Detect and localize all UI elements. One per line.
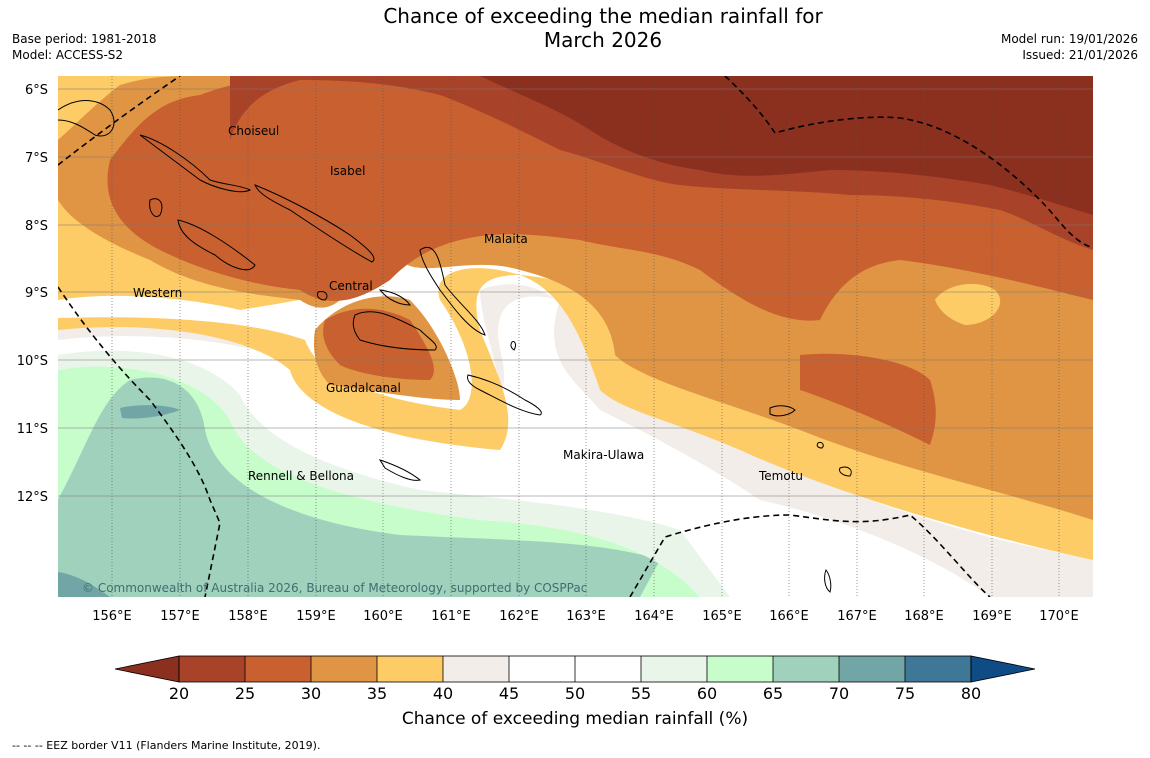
model-info: Base period: 1981-2018 Model: ACCESS-S2 [12, 31, 157, 63]
lon-label: 160°E [363, 609, 403, 624]
eez-border [58, 76, 1093, 597]
lat-label: 12°S [17, 490, 48, 505]
lat-label: 8°S [25, 219, 48, 234]
lon-label: 165°E [702, 609, 742, 624]
colorbar-swatch [377, 656, 443, 682]
lon-label: 166°E [769, 609, 809, 624]
colorbar-swatch [575, 656, 641, 682]
probability-fill [58, 76, 1093, 597]
colorbar-tick-label: 80 [961, 684, 981, 700]
footnote: -- -- -- EEZ border V11 (Flanders Marine… [12, 739, 321, 752]
lon-label: 167°E [837, 609, 877, 624]
title-line-1: Chance of exceeding the median rainfall … [383, 4, 823, 28]
colorbar-tick-label: 35 [367, 684, 387, 700]
region-label: Rennell & Bellona [248, 469, 354, 483]
title-line-2: March 2026 [543, 28, 663, 52]
colorbar-tick-label: 75 [895, 684, 915, 700]
region-label: Central [329, 279, 373, 293]
lon-label: 156°E [92, 609, 132, 624]
colorbar-tick-label: 25 [235, 684, 255, 700]
chart-title: Chance of exceeding the median rainfall … [300, 4, 906, 52]
colorbar-title: Chance of exceeding median rainfall (%) [401, 709, 749, 729]
colorbar-tick-label: 60 [697, 684, 717, 700]
colorbar-tick-label: 40 [433, 684, 453, 700]
region-label: Choiseul [228, 124, 279, 138]
colorbar-swatch [905, 656, 971, 682]
colorbar-swatch [707, 656, 773, 682]
lat-label: 7°S [25, 151, 48, 166]
lon-label: 164°E [634, 609, 674, 624]
region-label: Temotu [758, 469, 803, 483]
colorbar: 20 25 30 35 40 45 50 55 60 65 70 75 80 [114, 655, 1036, 700]
region-label: Isabel [330, 164, 365, 178]
lon-label: 158°E [228, 609, 268, 624]
region-labels: Choiseul Isabel Malaita Central Western Guada… [133, 124, 803, 483]
colorbar-tick-label: 70 [829, 684, 849, 700]
model-run: Model run: 19/01/2026 [1000, 32, 1138, 46]
lon-label: 163°E [566, 609, 606, 624]
lon-label: 161°E [431, 609, 471, 624]
lon-label: 170°E [1039, 609, 1079, 624]
lon-label: 159°E [296, 609, 336, 624]
lat-label: 9°S [25, 286, 48, 301]
lon-label: 168°E [904, 609, 944, 624]
region-label: Makira-Ulawa [563, 448, 644, 462]
colorbar-swatch [443, 656, 509, 682]
issued-date: Issued: 21/01/2026 [1022, 48, 1138, 62]
latitude-lines [58, 88, 1093, 497]
run-info: Model run: 19/01/2026 Issued: 21/01/2026 [1001, 31, 1138, 63]
lat-label: 6°S [25, 83, 48, 98]
colorbar-tick-label: 55 [631, 684, 651, 700]
colorbar-swatch [773, 656, 839, 682]
colorbar-swatch [311, 656, 377, 682]
region-label: Malaita [484, 232, 528, 246]
colorbar-tick-label: 65 [763, 684, 783, 700]
colorbar-below-extend [114, 655, 180, 683]
latitude-axis: 6°S 7°S 8°S 9°S 10°S 11°S 12°S [17, 83, 48, 505]
lon-label: 157°E [160, 609, 200, 624]
copyright-notice: © Commonwealth of Australia 2026, Bureau… [82, 581, 587, 595]
colorbar-swatch [179, 656, 245, 682]
colorbar-swatch [509, 656, 575, 682]
colorbar-swatch [641, 656, 707, 682]
lon-label: 162°E [499, 609, 539, 624]
lat-label: 10°S [17, 354, 48, 369]
lon-label: 169°E [972, 609, 1012, 624]
colorbar-above-extend [970, 655, 1036, 683]
colorbar-tick-label: 50 [565, 684, 585, 700]
region-label: Guadalcanal [326, 381, 401, 395]
base-period: Base period: 1981-2018 [12, 32, 157, 46]
lat-label: 11°S [17, 422, 48, 437]
region-label: Western [133, 286, 182, 300]
rainfall-map: 6°S 7°S 8°S 9°S 10°S 11°S 12°S 156°E 157°E 158°E… [17, 76, 1093, 700]
coastlines [58, 100, 852, 593]
colorbar-tick-label: 20 [169, 684, 189, 700]
longitude-axis: 156°E 157°E 158°E 159°E 160°E 161°E 162°E 163°E… [92, 609, 1079, 624]
colorbar-swatch [245, 656, 311, 682]
colorbar-tick-label: 45 [499, 684, 519, 700]
colorbar-swatch [839, 656, 905, 682]
colorbar-tick-label: 30 [301, 684, 321, 700]
model-name: Model: ACCESS-S2 [12, 48, 124, 62]
